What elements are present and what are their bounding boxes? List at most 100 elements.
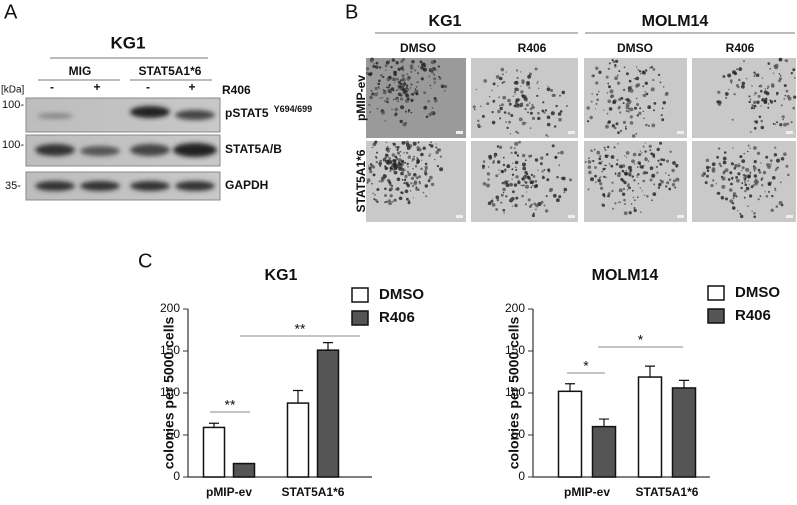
cell (433, 77, 437, 81)
cell (369, 111, 372, 113)
cell (722, 160, 727, 165)
cell (591, 150, 593, 152)
cell (411, 157, 415, 161)
cell (417, 65, 420, 68)
cell (499, 106, 503, 111)
cell (424, 165, 428, 170)
cell (512, 190, 515, 194)
legend-swatch (707, 308, 725, 324)
cell (607, 99, 611, 104)
cell (729, 171, 733, 175)
cell (776, 158, 780, 163)
cell (767, 85, 770, 88)
cell (531, 103, 534, 106)
cell (735, 195, 738, 198)
cell (496, 145, 500, 148)
band (130, 106, 170, 118)
cell (674, 186, 677, 189)
cell (417, 72, 419, 74)
cell (653, 102, 657, 105)
cell (396, 187, 400, 191)
cell (639, 150, 642, 152)
cell (534, 67, 538, 71)
cell (541, 176, 545, 180)
cell (624, 126, 627, 128)
cell (518, 179, 520, 182)
cell (387, 199, 391, 203)
cell (706, 169, 710, 172)
cell (772, 176, 776, 180)
cell (492, 160, 495, 163)
cell (430, 68, 435, 72)
cell (732, 70, 736, 75)
cell (515, 98, 519, 102)
cell (627, 165, 632, 170)
cell (587, 188, 590, 191)
cell (399, 150, 402, 153)
cell (503, 111, 507, 114)
cell (500, 201, 503, 204)
cell (395, 146, 397, 148)
cell (536, 82, 538, 84)
cell (384, 120, 386, 122)
cell (527, 74, 531, 79)
cell (626, 189, 629, 191)
cell (754, 182, 758, 186)
cell (753, 75, 756, 77)
cell (512, 162, 514, 164)
cell (400, 105, 405, 110)
cell (745, 77, 748, 80)
cell (744, 189, 747, 193)
cell (773, 153, 778, 157)
cell (389, 194, 393, 198)
cell (400, 79, 402, 82)
cell (375, 160, 378, 164)
cell (480, 105, 482, 108)
cell (392, 168, 395, 172)
cell (370, 89, 373, 92)
cell (641, 151, 643, 154)
cell (397, 158, 402, 163)
cell (631, 175, 634, 178)
cell (444, 85, 448, 89)
cell (416, 158, 420, 161)
cell (648, 144, 652, 148)
cell (507, 112, 511, 115)
bar (232, 462, 256, 478)
cell (652, 153, 656, 157)
cell (534, 158, 539, 162)
cell (711, 169, 716, 173)
chart-title: KG1 (265, 267, 298, 284)
cell (409, 87, 412, 89)
cell (642, 145, 645, 148)
cell (729, 199, 734, 204)
y-tick-label: 150 (160, 343, 180, 357)
cell (528, 72, 533, 76)
cell (595, 102, 598, 105)
cell (615, 122, 619, 126)
cell (741, 169, 743, 171)
treatment: DMSO (400, 41, 436, 55)
cell (771, 84, 775, 88)
cell (406, 97, 410, 101)
cell (622, 102, 625, 105)
cell (403, 82, 407, 86)
cell (618, 70, 621, 73)
cell (719, 164, 723, 168)
cell (561, 176, 566, 181)
cell (557, 151, 560, 155)
cell (397, 100, 400, 102)
cell (760, 162, 762, 164)
y-tick-label: 0 (518, 469, 525, 483)
cell (386, 145, 389, 148)
cell (374, 199, 378, 202)
cell (598, 161, 602, 165)
cell (649, 178, 653, 182)
cell (594, 181, 597, 184)
cell (738, 67, 743, 71)
chart-title: MOLM14 (592, 267, 659, 284)
cell (740, 186, 743, 190)
cell (742, 174, 745, 176)
cell (492, 99, 496, 103)
cell (739, 156, 742, 158)
